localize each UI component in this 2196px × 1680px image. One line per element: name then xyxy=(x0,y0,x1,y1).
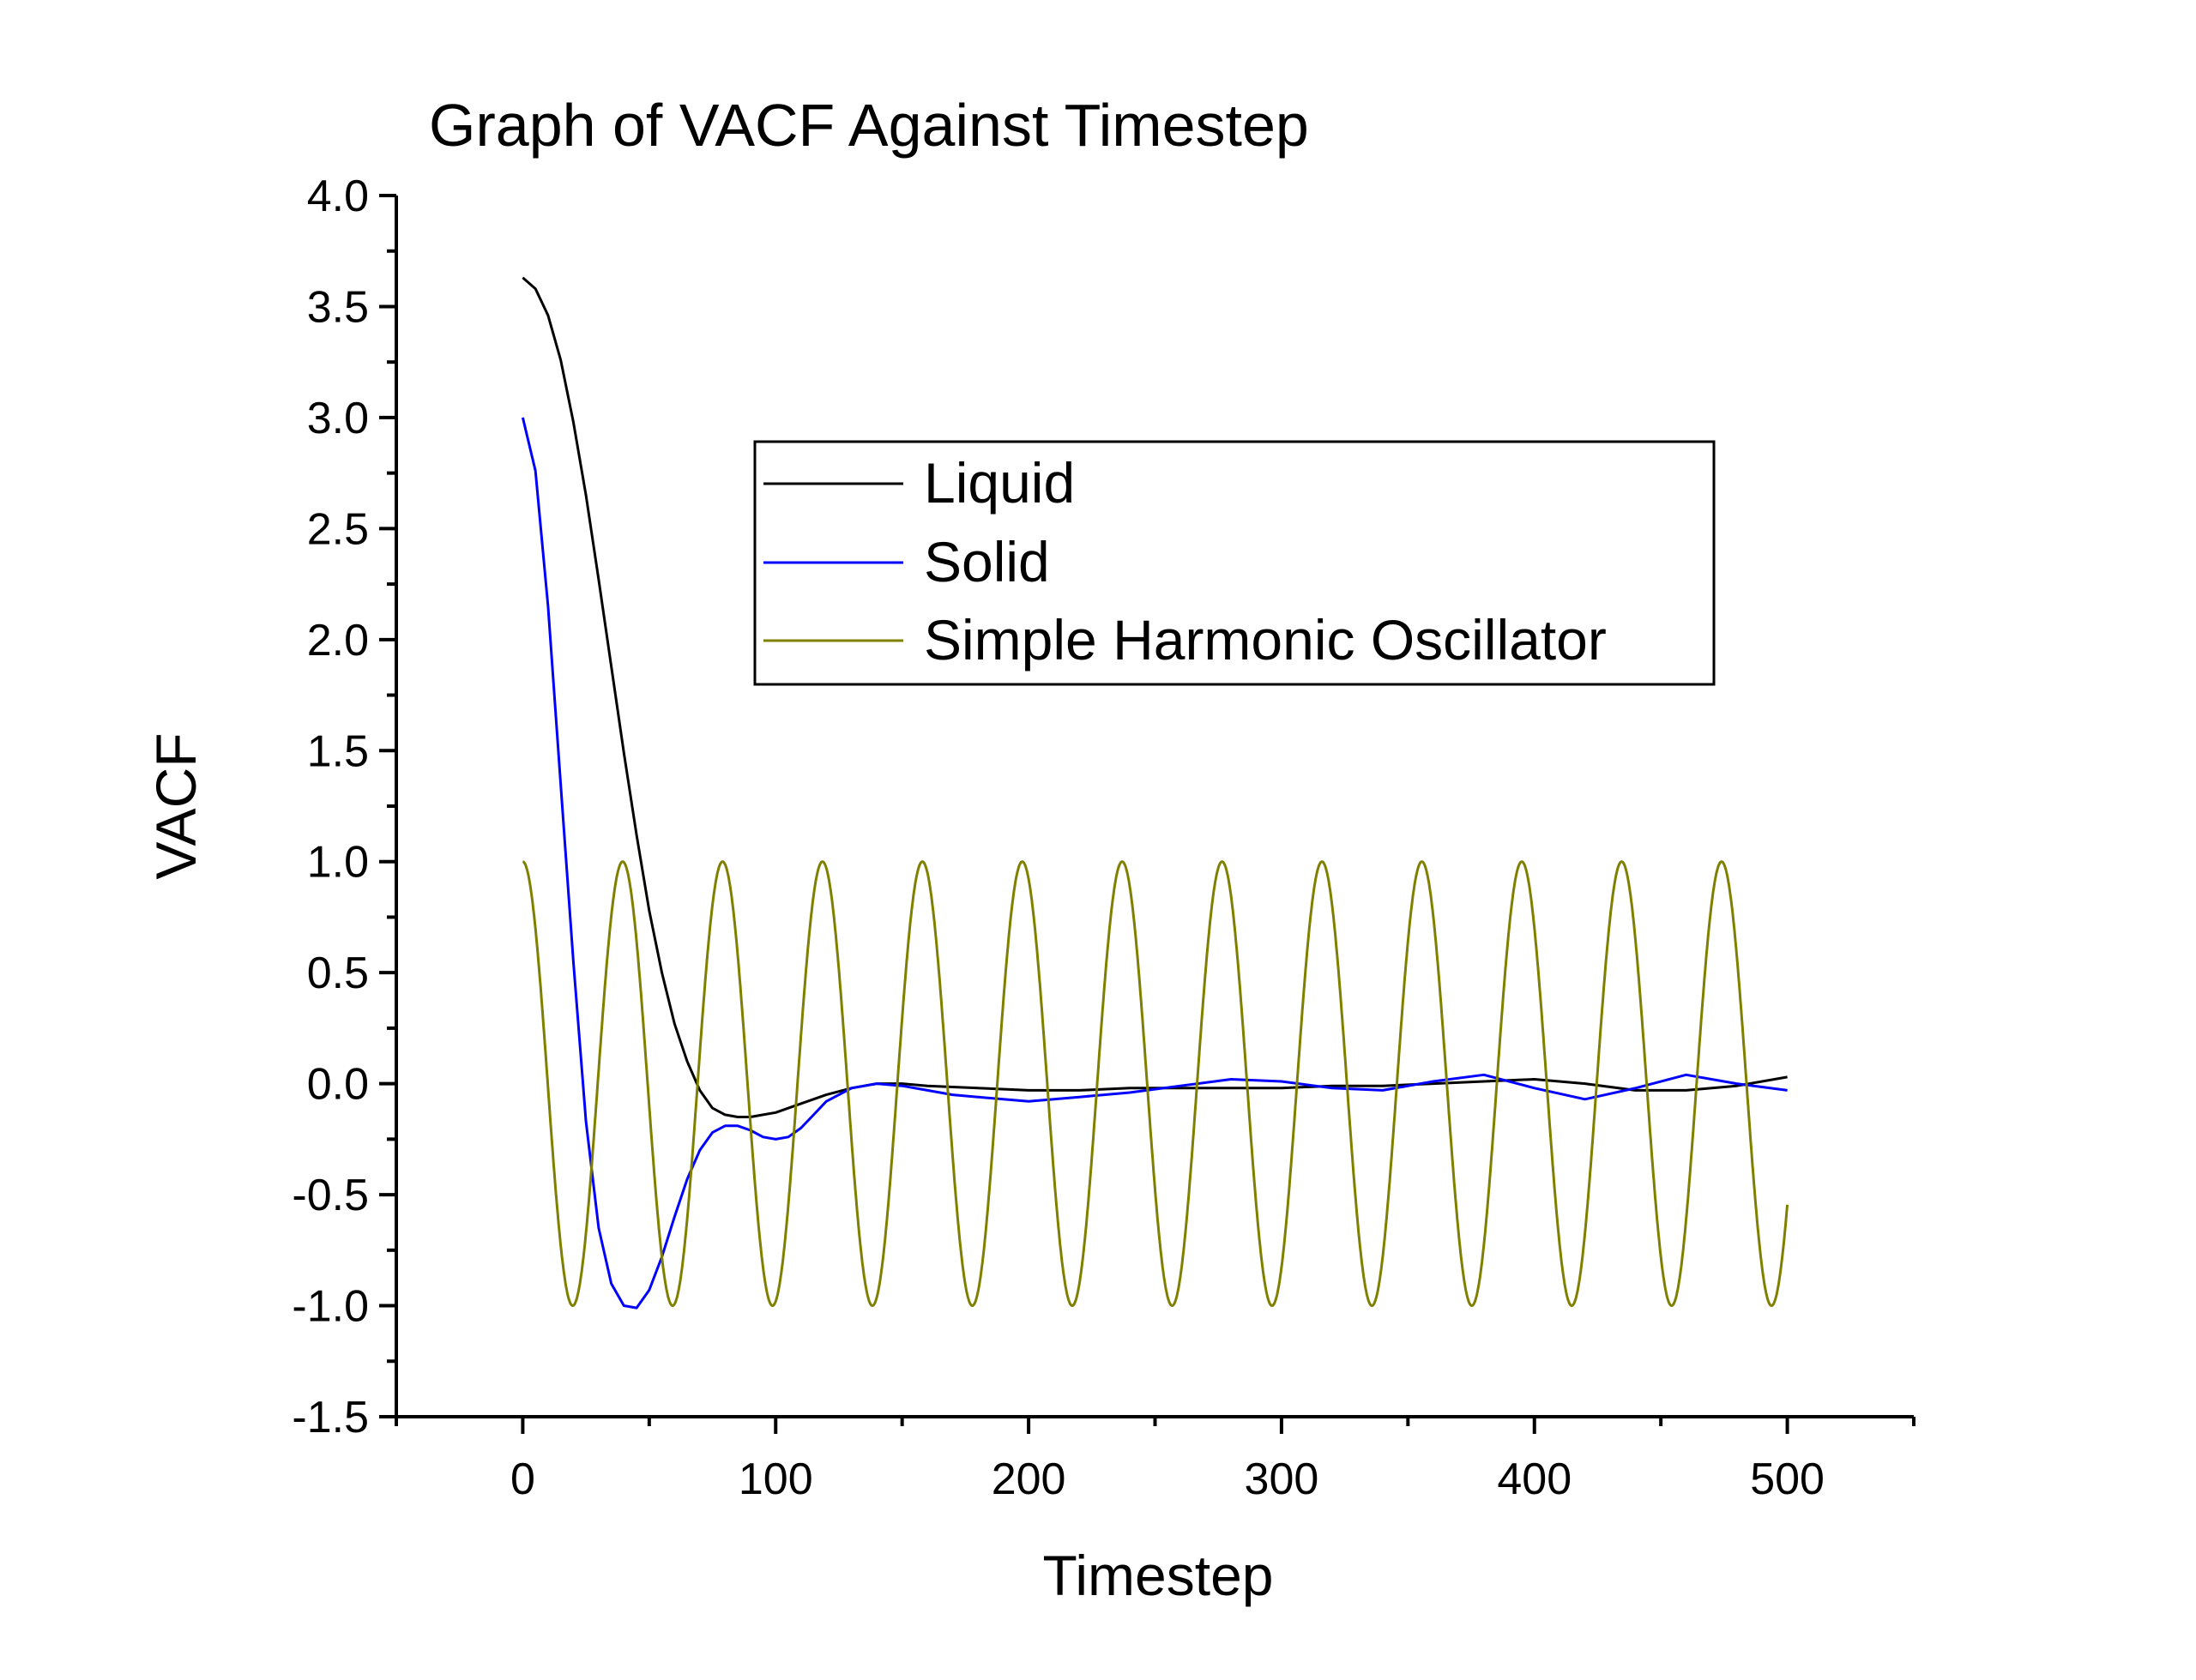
y-tick-label: 1.0 xyxy=(307,838,369,888)
legend-label-solid: Solid xyxy=(924,530,1050,593)
legend: Liquid Solid Simple Harmonic Oscillator xyxy=(753,440,1716,686)
plot-lines xyxy=(521,276,1789,1310)
y-axis-label: VACF xyxy=(144,732,208,879)
y-tick-label: 1.5 xyxy=(307,726,369,776)
y-tick-label: -0.5 xyxy=(292,1171,369,1220)
y-tick-label: 4.0 xyxy=(307,172,369,221)
series-line-sho xyxy=(522,860,1789,1307)
legend-box xyxy=(753,440,1716,686)
x-tick-label: 0 xyxy=(510,1454,535,1504)
x-ticks: 0 100 200 300 400 500 xyxy=(395,1417,1915,1504)
x-tick-label: 200 xyxy=(992,1454,1066,1504)
y-tick-label: -1.0 xyxy=(292,1282,369,1332)
series-line-solid xyxy=(521,417,1788,1310)
y-tick-label: 3.0 xyxy=(307,394,369,443)
legend-label-liquid: Liquid xyxy=(924,451,1075,515)
y-tick-label: -1.5 xyxy=(292,1393,369,1442)
y-ticks: -1.5 -1.0 -0.5 0.0 0.5 1.0 1.5 2.0 2.5 3.0 3.5 4.0 xyxy=(292,172,396,1442)
series-line-liquid xyxy=(522,276,1788,1118)
x-tick-label: 100 xyxy=(739,1454,813,1504)
x-tick-label: 500 xyxy=(1750,1454,1825,1504)
legend-label-sho: Simple Harmonic Oscillator xyxy=(924,608,1607,671)
y-tick-label: 0.0 xyxy=(307,1060,369,1110)
x-tick-label: 400 xyxy=(1497,1454,1572,1504)
x-tick-label: 300 xyxy=(1245,1454,1319,1504)
x-axis-label: Timestep xyxy=(1043,1544,1274,1607)
y-tick-label: 2.5 xyxy=(307,504,369,554)
y-tick-label: 0.5 xyxy=(307,948,369,998)
y-tick-label: 3.5 xyxy=(307,282,369,332)
chart-title: Graph of VACF Against Timestep xyxy=(429,92,1309,159)
y-tick-label: 2.0 xyxy=(307,616,369,665)
axes: -1.5-1.0-0.50.00.51.01.52.02.53.03.54.0 … xyxy=(292,172,1915,1504)
